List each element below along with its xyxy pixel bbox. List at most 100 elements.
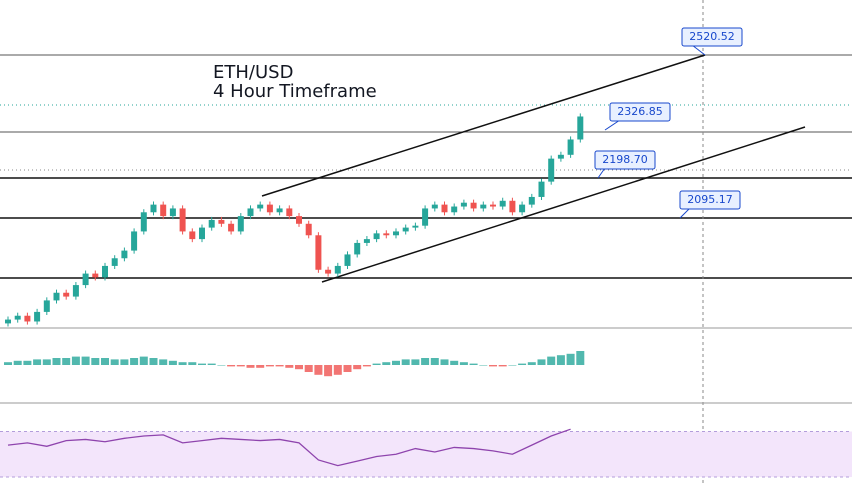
candle-body: [509, 200, 516, 213]
candle-body: [102, 265, 108, 278]
candle-body: [402, 227, 409, 232]
macd-bar: [62, 358, 71, 365]
rsi-band: [0, 431, 852, 478]
macd-bar: [518, 363, 527, 365]
candle-body: [480, 204, 487, 209]
candle-body: [441, 204, 448, 213]
macd-bar: [508, 365, 517, 366]
macd-bar: [411, 359, 420, 365]
candle-body: [53, 292, 60, 301]
candle-body: [121, 250, 128, 259]
macd-bar: [362, 365, 371, 367]
macd-bar: [101, 358, 109, 365]
macd-bar: [246, 365, 255, 368]
candle-body: [34, 311, 41, 322]
macd-bar: [130, 358, 139, 365]
macd-bar: [372, 363, 381, 365]
chart-subtitle: 4 Hour Timeframe: [213, 81, 377, 102]
macd-bar: [13, 360, 22, 365]
callout-pointer: [691, 44, 706, 56]
macd-bar: [333, 365, 342, 375]
candle-body: [460, 202, 467, 207]
candle-body: [296, 216, 302, 224]
candle-body: [499, 200, 506, 207]
macd-bar: [120, 359, 129, 365]
candle-body: [237, 216, 244, 232]
macd-bar: [324, 365, 333, 377]
macd-bar: [459, 362, 468, 365]
macd-bar: [159, 359, 168, 365]
macd-bar: [392, 360, 400, 365]
candle-body: [354, 242, 361, 255]
candle-body: [286, 208, 293, 217]
macd-bar: [207, 363, 216, 365]
macd-bar: [576, 351, 585, 365]
candle-body: [199, 227, 205, 240]
macd-bar: [295, 365, 303, 370]
macd-bar: [110, 359, 119, 365]
callout-label: 2095.17: [687, 193, 733, 206]
macd-bar: [52, 358, 61, 365]
macd-bar: [265, 365, 274, 367]
candle-body: [451, 206, 458, 213]
candle-body: [72, 285, 79, 297]
callout-pointer: [597, 167, 606, 179]
macd-bar: [81, 356, 90, 365]
candle-body: [470, 202, 477, 209]
macd-bar: [168, 360, 177, 365]
macd-bar: [353, 365, 362, 370]
macd-bar: [343, 365, 352, 372]
candle-body: [140, 212, 147, 232]
candle-body: [208, 219, 215, 228]
candle-body: [111, 258, 118, 266]
candle-body: [383, 233, 390, 236]
candle-body: [247, 208, 254, 217]
macd-bar: [275, 365, 284, 367]
candle-body: [276, 208, 283, 213]
candle-body: [567, 139, 574, 155]
callout-box: [679, 190, 741, 210]
macd-bar: [4, 362, 12, 365]
macd-bar: [227, 365, 236, 367]
rsi-line: [7, 428, 571, 467]
macd-bar: [479, 365, 488, 366]
candle-body: [344, 254, 351, 266]
macd-bar: [401, 359, 410, 365]
macd-bar: [527, 362, 536, 365]
candle-body: [257, 204, 264, 209]
macd-bar: [547, 356, 556, 365]
callout-label: 2520.52: [689, 30, 735, 43]
macd-bar: [450, 360, 459, 365]
candle-body: [538, 181, 545, 197]
macd-bar: [33, 359, 42, 365]
candle-body: [363, 239, 370, 243]
macd-bar: [285, 365, 294, 368]
macd-bar: [421, 358, 430, 365]
macd-bar: [256, 365, 265, 368]
macd-bar: [430, 358, 439, 365]
candle-body: [315, 235, 322, 270]
candle-body: [150, 204, 157, 213]
callout-label: 2198.70: [602, 153, 648, 166]
macd-bar: [217, 365, 226, 366]
macd-bar: [489, 365, 497, 367]
macd-bar: [42, 359, 51, 365]
candle-body: [160, 204, 167, 217]
macd-bar: [304, 365, 313, 372]
callout-pointer: [679, 207, 691, 219]
macd-bar: [566, 353, 575, 365]
candle-body: [92, 273, 99, 278]
macd-bar: [71, 356, 80, 365]
macd-bar: [498, 365, 507, 367]
candle-body: [63, 292, 70, 297]
candle-body: [431, 204, 438, 209]
candle-body: [393, 231, 399, 236]
callout-box: [681, 27, 743, 47]
candle-body: [82, 273, 89, 286]
candle-body: [189, 231, 196, 240]
candle-body: [557, 154, 564, 159]
macd-bar: [382, 362, 391, 365]
macd-bar: [188, 362, 197, 365]
candle-body: [24, 315, 31, 322]
